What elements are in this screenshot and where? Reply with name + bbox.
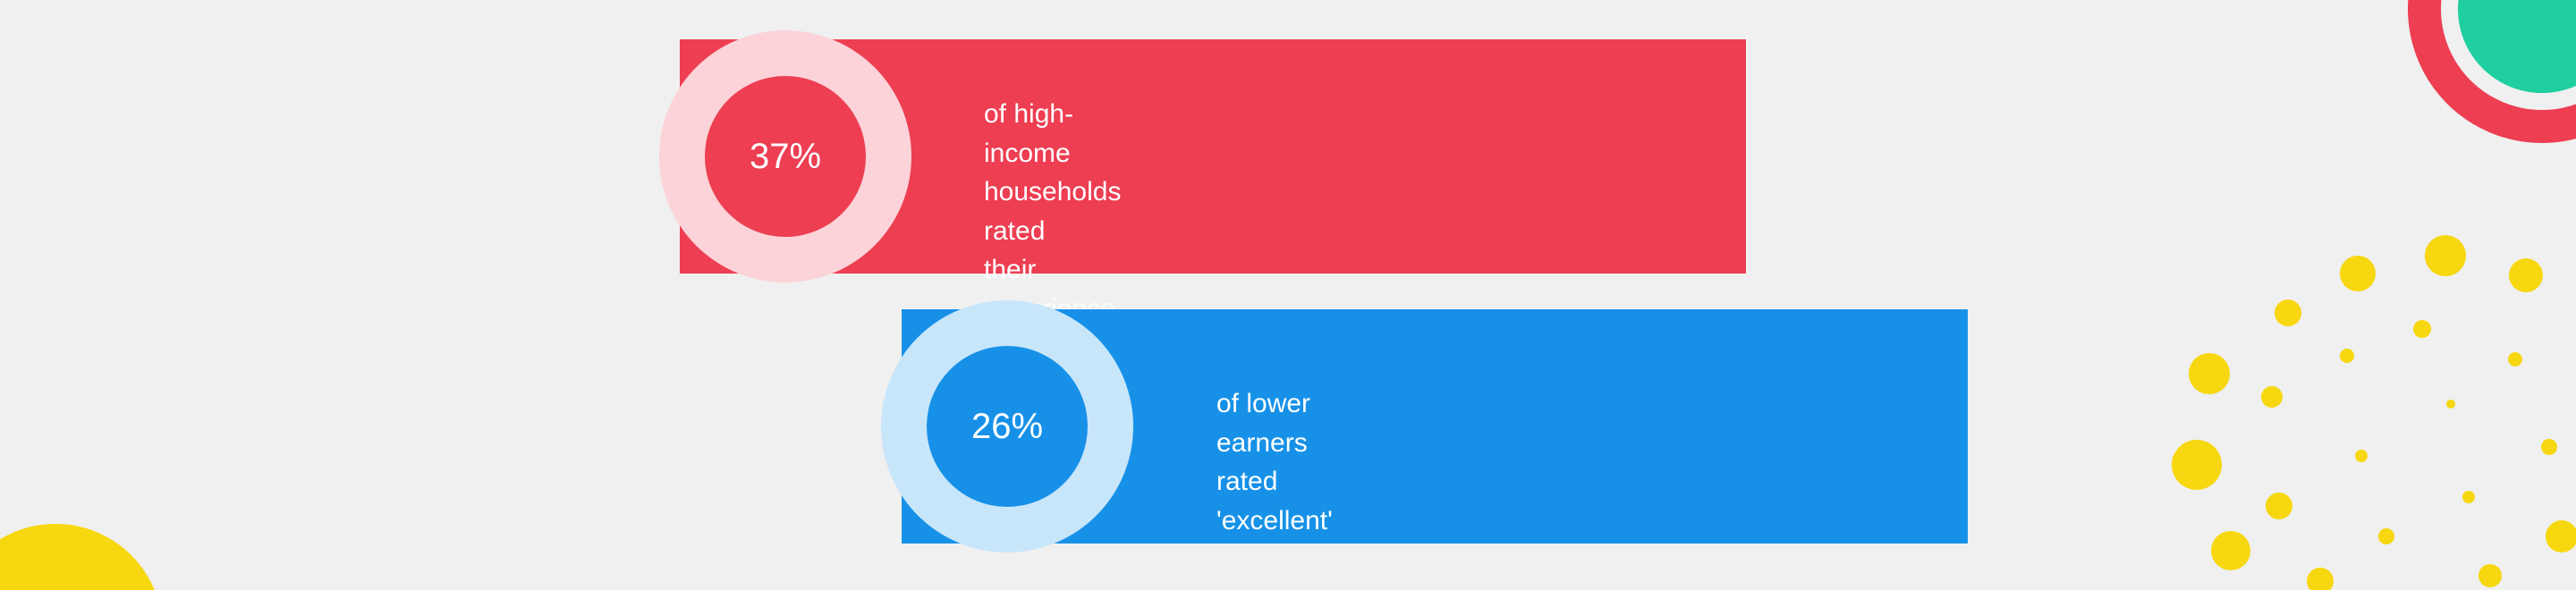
decor-dot (2425, 235, 2466, 276)
decor-dot (2509, 258, 2543, 292)
decor-dot (2541, 439, 2557, 455)
decor-dot (2172, 440, 2222, 490)
decor-dot (2446, 400, 2455, 409)
decor-dot (2479, 564, 2502, 587)
stat-description: of lower earners rated 'excellent' (1216, 384, 1333, 540)
decor-dot (2546, 520, 2576, 552)
decor-dot (2307, 568, 2334, 590)
decor-corner-blob (0, 524, 163, 590)
decor-dot (2508, 352, 2522, 367)
decor-dot (2340, 349, 2354, 363)
decor-dot (2413, 320, 2431, 338)
decor-dot (2355, 450, 2368, 462)
stat-ring-inner: 26% (927, 346, 1088, 507)
decor-dot (2211, 531, 2250, 570)
stat-ring-inner: 37% (705, 76, 866, 237)
decor-dot (2462, 491, 2475, 503)
infographic-canvas: 37% of high-income households rated thei… (0, 0, 2576, 590)
decor-dot (2378, 528, 2394, 544)
stat-value: 37% (750, 137, 821, 177)
stat-value: 26% (971, 407, 1043, 447)
decor-dot (2340, 256, 2376, 291)
decor-dot (2189, 353, 2230, 394)
decor-dot (2266, 493, 2292, 519)
decor-dot (2261, 386, 2283, 408)
decor-dot (2275, 299, 2301, 326)
